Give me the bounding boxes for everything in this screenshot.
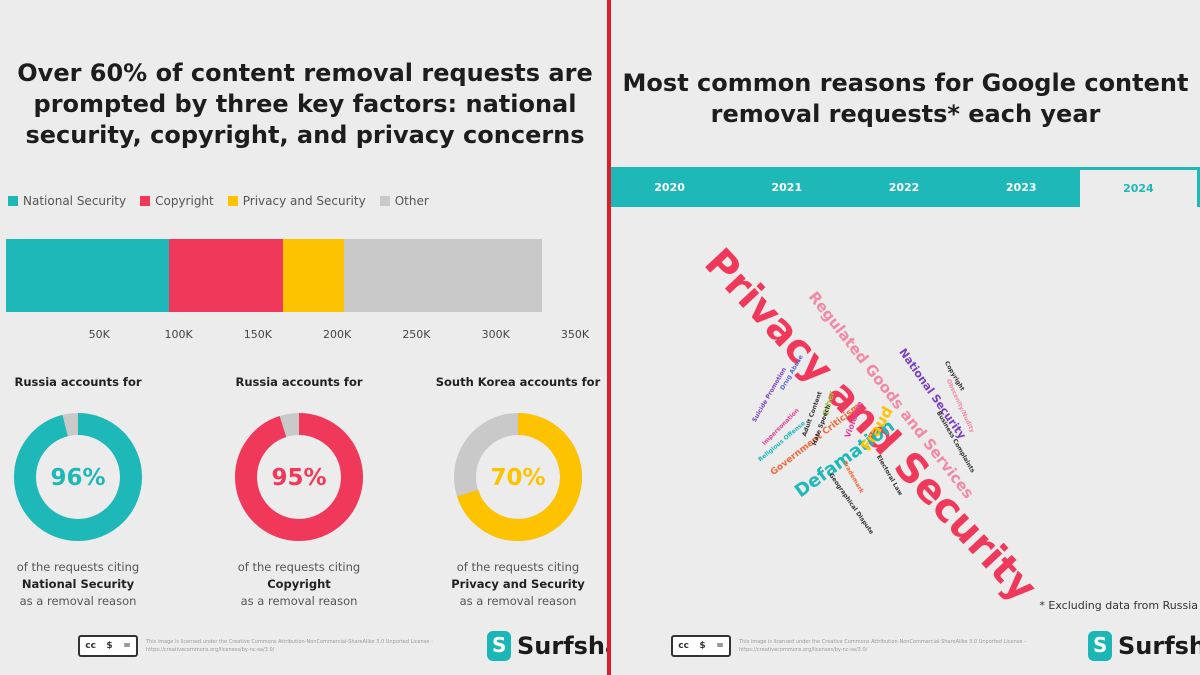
word-cloud: Privacy and Security Regulated Goods and… — [611, 210, 1200, 611]
donut-copyright: Russia accounts for 95% of the requests … — [199, 375, 399, 610]
bar-segment-privacy-and-security — [283, 239, 344, 312]
donut-privacy-security: South Korea accounts for 70% of the requ… — [418, 375, 607, 610]
year-tabs: 2020 2021 2022 2023 2024 — [611, 167, 1200, 207]
donut-arc — [454, 413, 582, 541]
cc-icon: cc — [85, 641, 96, 651]
license-block: cc $ = This image is licensed under the … — [671, 635, 1039, 657]
legend-label: Copyright — [155, 194, 214, 208]
legend-item: Copyright — [140, 194, 214, 208]
sharealike-icon: = — [716, 641, 724, 651]
noncommercial-icon: $ — [699, 641, 706, 651]
brand-name: Surfshark — [1118, 632, 1200, 660]
word-suicide-promotion: Suicide Promotion — [751, 366, 789, 424]
x-tick-label: 100K — [164, 328, 193, 341]
donut-percent: 96% — [50, 465, 105, 491]
caption-line: of the requests citing — [237, 560, 361, 574]
x-tick-label: 300K — [481, 328, 510, 341]
legend-swatch — [140, 196, 151, 206]
donut-arc — [14, 413, 142, 541]
donut-chart: 70% — [454, 413, 582, 541]
tab-2021[interactable]: 2021 — [771, 180, 803, 194]
caption-category: Privacy and Security — [451, 577, 585, 591]
surfshark-brand: Surfshark — [487, 631, 607, 661]
caption-category: Copyright — [267, 577, 331, 591]
x-tick-label: 350K — [560, 328, 590, 341]
tab-2024[interactable]: 2024 — [1079, 167, 1200, 207]
donut-head: South Korea accounts for — [435, 375, 601, 389]
donut-head: Russia accounts for — [235, 375, 363, 389]
donut-percent: 70% — [490, 465, 545, 491]
cc-icon: cc — [678, 641, 689, 651]
bar-segment-other — [343, 239, 542, 312]
right-panel: Most common reasons for Google content r… — [611, 0, 1200, 675]
x-tick-label: 50K — [88, 328, 110, 341]
noncommercial-icon: $ — [106, 641, 113, 651]
x-tick-label: 150K — [243, 328, 272, 341]
legend-item: Privacy and Security — [227, 194, 366, 208]
left-title: Over 60% of content removal requests are… — [17, 59, 593, 150]
caption-line: as a removal reason — [240, 594, 358, 608]
sharealike-icon: = — [123, 641, 131, 651]
left-panel: Over 60% of content removal requests are… — [0, 0, 607, 675]
cc-license-badge: cc $ = — [671, 635, 731, 657]
stacked-bar — [6, 239, 561, 312]
x-tick-label: 200K — [323, 328, 352, 341]
panel-divider — [607, 0, 611, 675]
legend-item: Other — [379, 194, 429, 208]
legend-swatch — [227, 196, 238, 206]
donut-chart: 96% — [14, 413, 142, 541]
caption-line: of the requests citing — [456, 560, 580, 574]
x-tick-label: 250K — [402, 328, 431, 341]
brand-name: Surfshark — [517, 632, 607, 660]
donut-arc — [235, 413, 363, 541]
footnote: * Excluding data from Russia — [1039, 599, 1198, 612]
tab-2023[interactable]: 2023 — [1005, 180, 1037, 194]
legend-label: National Security — [23, 194, 127, 208]
donut-head: Russia accounts for — [14, 375, 142, 389]
donut-caption: of the requests citing Privacy and Secur… — [418, 559, 607, 610]
donut-caption: of the requests citing National Security… — [0, 559, 178, 610]
surfshark-logo-icon — [1088, 631, 1112, 661]
donut-chart: 95% — [235, 413, 363, 541]
legend-label: Privacy and Security — [242, 194, 366, 208]
legend-item: National Security — [8, 194, 126, 208]
right-title: Most common reasons for Google content r… — [622, 69, 1189, 129]
tab-2020[interactable]: 2020 — [654, 180, 685, 194]
donut-percent: 95% — [271, 465, 326, 491]
bar-segment-national-security — [6, 239, 170, 312]
caption-category: National Security — [21, 577, 135, 591]
x-axis-ticks: 50K 100K 150K 200K 250K 300K 350K — [0, 328, 607, 344]
license-text: This image is licensed under the Creativ… — [739, 639, 1026, 653]
license-block: cc $ = This image is licensed under the … — [78, 635, 446, 657]
caption-line: as a removal reason — [19, 594, 137, 608]
surfshark-brand: Surfshark — [1088, 631, 1200, 661]
chart-legend: National Security Copyright Privacy and … — [8, 194, 429, 208]
caption-line: of the requests citing — [16, 560, 140, 574]
legend-swatch — [379, 196, 390, 206]
caption-line: as a removal reason — [459, 594, 577, 608]
cc-license-badge: cc $ = — [78, 635, 138, 657]
legend-swatch — [8, 196, 18, 206]
license-text: This image is licensed under the Creativ… — [146, 639, 433, 653]
bar-segment-copyright — [169, 239, 284, 312]
surfshark-logo-icon — [487, 631, 511, 661]
donut-national-security: Russia accounts for 96% of the requests … — [0, 375, 178, 610]
tab-2022[interactable]: 2022 — [888, 180, 920, 194]
donut-caption: of the requests citing Copyright as a re… — [199, 559, 399, 610]
legend-label: Other — [394, 194, 429, 208]
